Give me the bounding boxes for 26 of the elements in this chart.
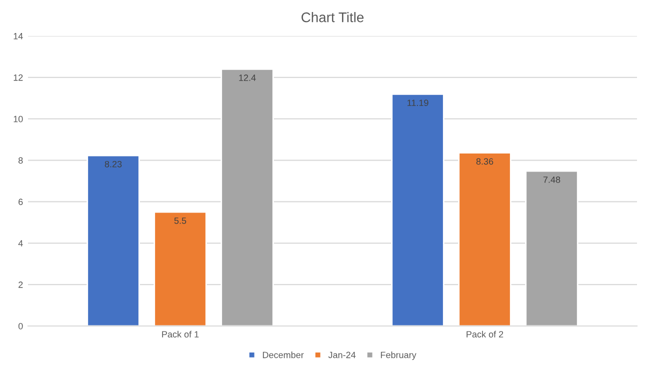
y-tick-label: 4 bbox=[18, 240, 23, 246]
bar bbox=[458, 152, 512, 326]
legend-label: February bbox=[380, 352, 416, 360]
chart-title: Chart Title bbox=[302, 12, 364, 22]
bar bbox=[86, 154, 140, 326]
y-tick-label: 14 bbox=[14, 33, 23, 40]
y-tick-label: 8 bbox=[18, 157, 23, 164]
y-tick-label: 0 bbox=[18, 322, 23, 330]
data-label: 12.4 bbox=[239, 74, 256, 81]
y-tick-label: 6 bbox=[18, 198, 23, 206]
data-label: 8.36 bbox=[476, 158, 494, 165]
x-tick-label: Pack of 1 bbox=[162, 330, 199, 338]
bar bbox=[525, 170, 578, 326]
data-label: 5.5 bbox=[174, 218, 186, 224]
data-label: 7.48 bbox=[543, 176, 560, 183]
y-tick-label: 12 bbox=[14, 74, 23, 81]
x-tick-label: Pack of 2 bbox=[466, 330, 504, 338]
y-tick-label: 10 bbox=[14, 116, 23, 122]
legend-label: December bbox=[262, 352, 304, 358]
bar bbox=[220, 68, 274, 326]
y-tick-label: 2 bbox=[18, 282, 23, 288]
bar bbox=[391, 94, 444, 326]
data-label: 11.19 bbox=[407, 100, 428, 106]
legend-label: Jan-24 bbox=[328, 352, 356, 358]
data-label: 8.23 bbox=[104, 160, 122, 168]
bar bbox=[154, 211, 207, 326]
